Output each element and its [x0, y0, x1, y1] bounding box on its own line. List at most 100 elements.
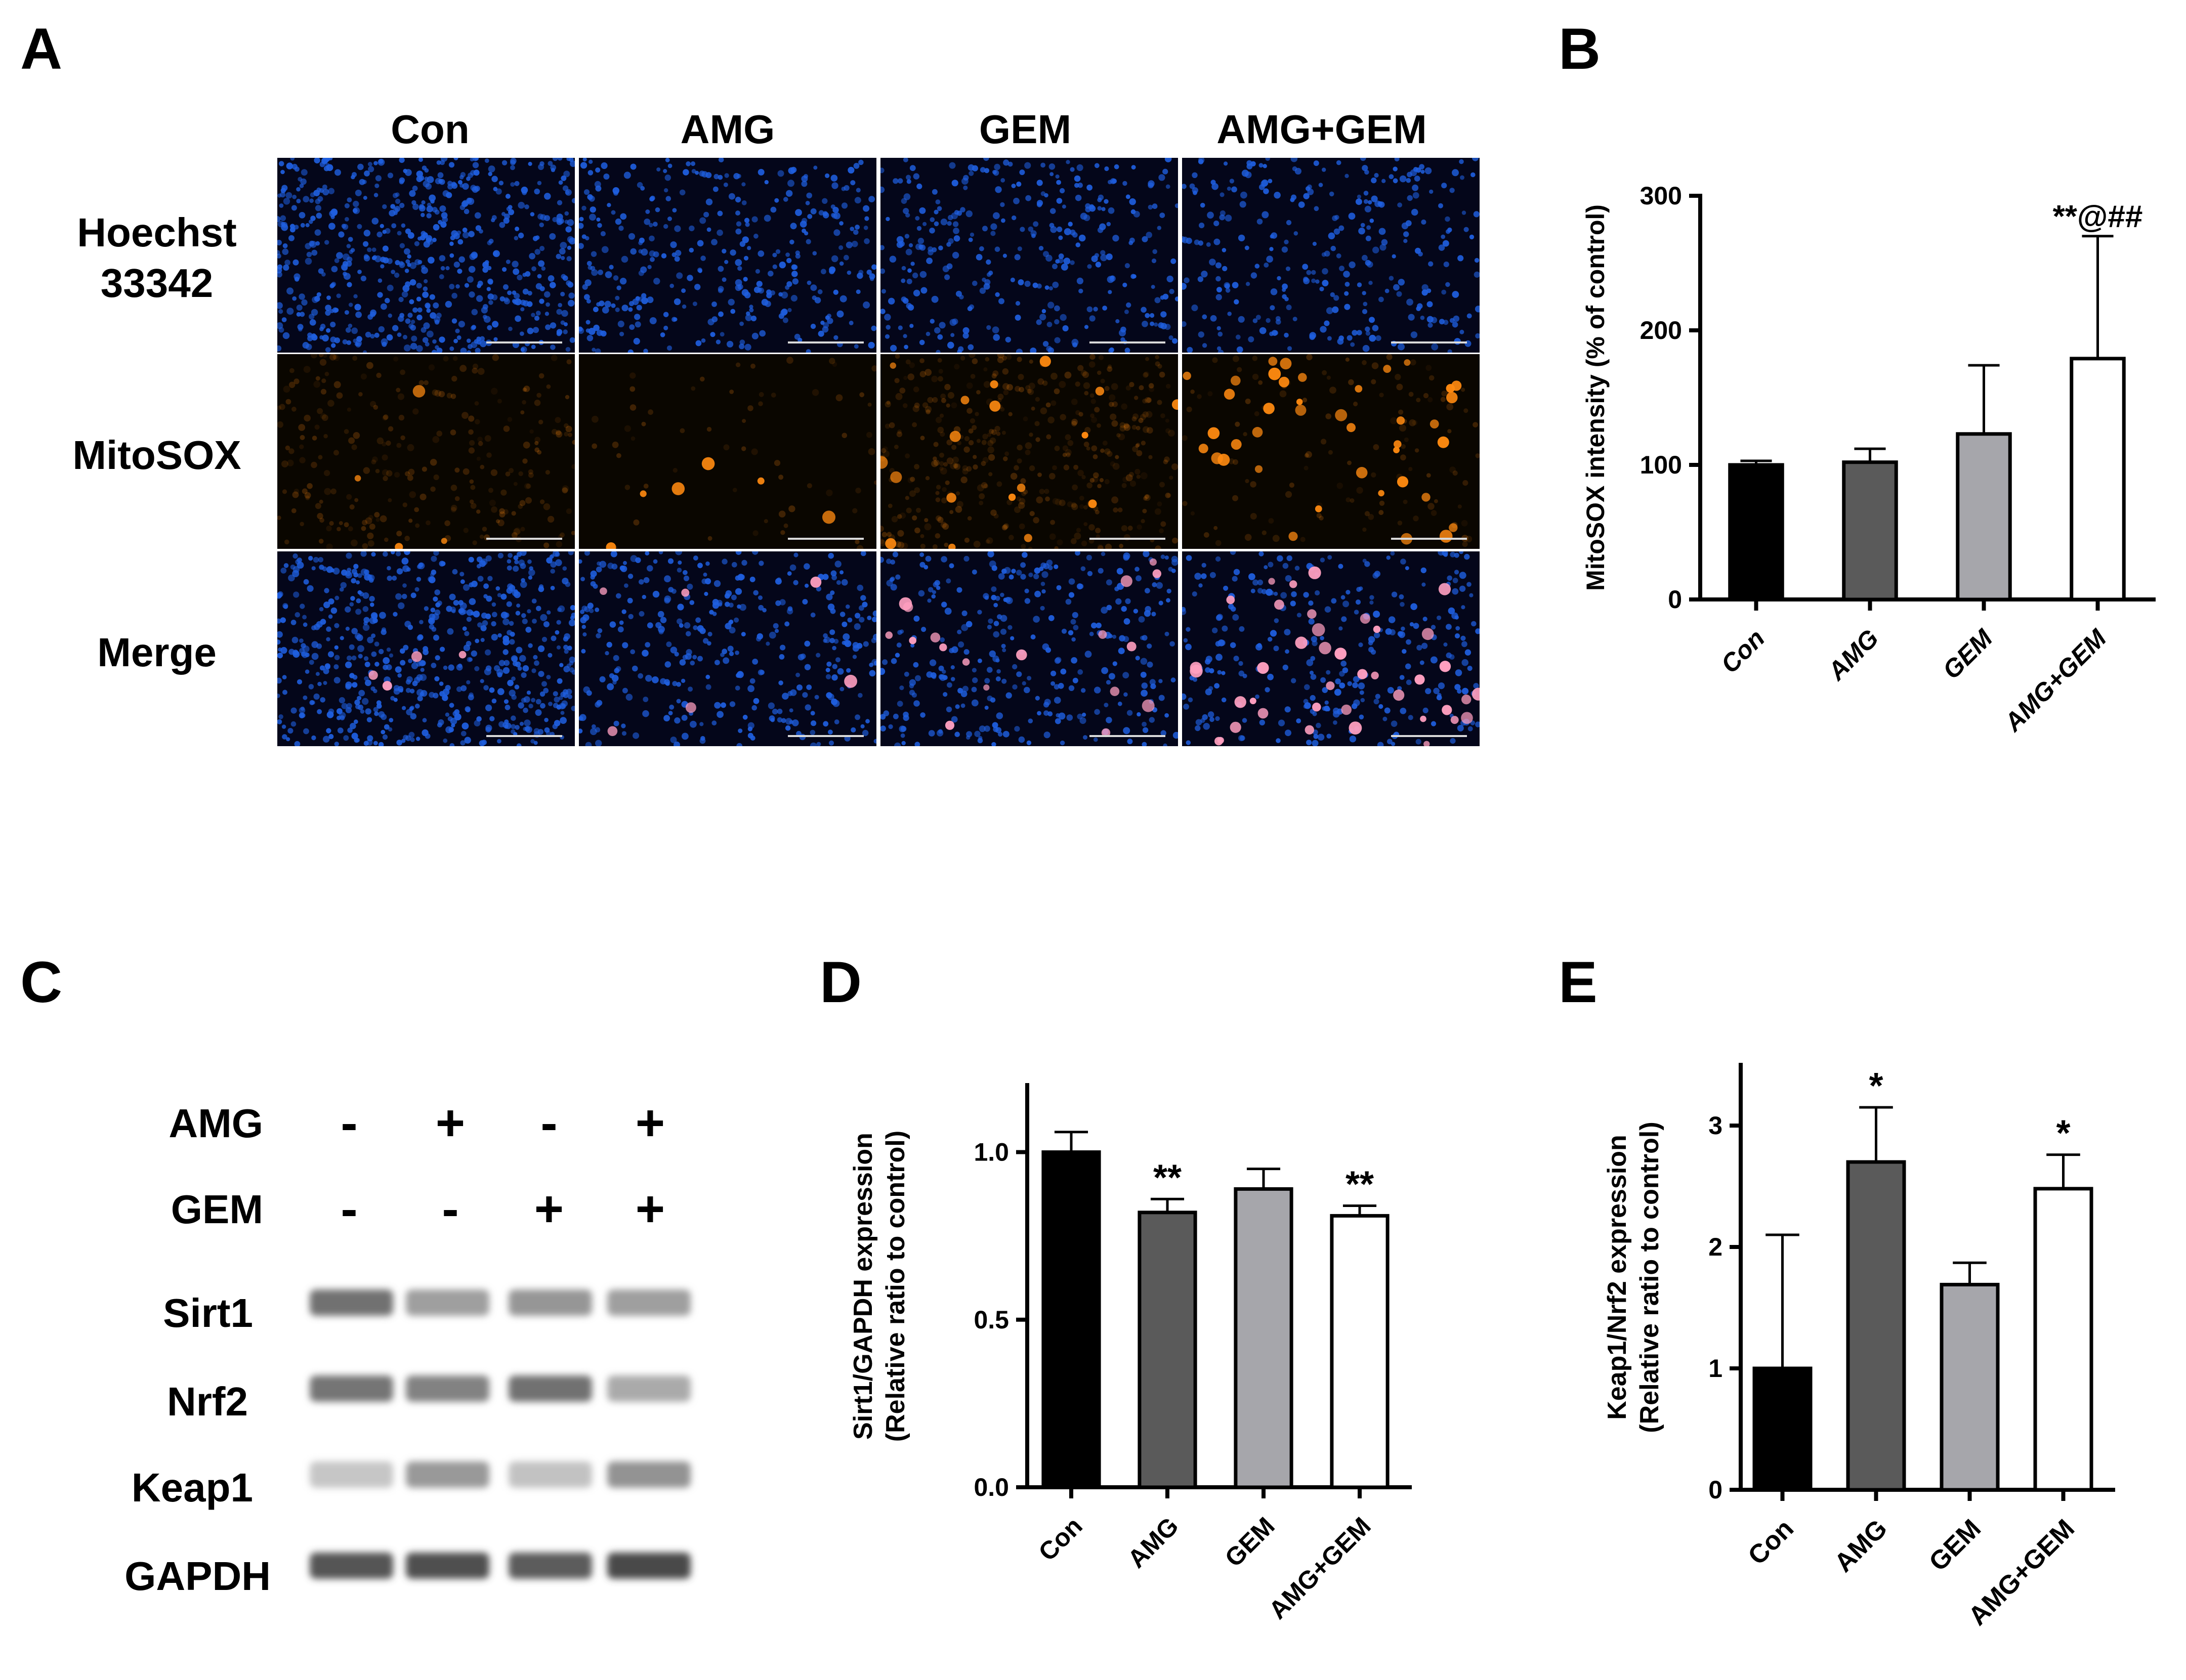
micrograph-orange-1: [277, 354, 575, 549]
y-axis-label-line1: Keap1/Nrf2 expression: [1603, 1135, 1632, 1420]
x-tick-label: GEM: [1220, 1512, 1280, 1572]
y-tick-label: 3: [1708, 1111, 1722, 1140]
y-axis-label-line2: (Relative ratio to control): [1635, 1122, 1664, 1433]
x-tick-label: Con: [1742, 1514, 1799, 1570]
micrograph-blue-3: [880, 158, 1178, 353]
band-label-sirt1: Sirt1: [163, 1290, 253, 1336]
y-tick-label: 1: [1708, 1354, 1722, 1383]
panel-label-b: B: [1559, 17, 1601, 81]
micrograph-orange-2: [579, 354, 876, 549]
bar-gem: [1956, 432, 2012, 601]
band-keap1-4: [607, 1461, 691, 1488]
micrograph-blue-1: [277, 158, 575, 353]
micrograph-merge-4: [1182, 551, 1480, 746]
scale-bar: [1089, 735, 1165, 737]
sign-gem-4: +: [635, 1181, 665, 1237]
x-tick-label: AMG: [1822, 624, 1884, 686]
x-tick-label: AMG+GEM: [1264, 1512, 1376, 1624]
column-header-amg: AMG: [680, 107, 775, 152]
row-header-hoechst: Hoechst 33342: [56, 207, 258, 309]
bar-amg: [1846, 1160, 1906, 1492]
band-gapdh-4: [607, 1553, 691, 1579]
bar-amg-gem: [2070, 357, 2126, 601]
sign-amg-2: +: [435, 1095, 466, 1151]
micrograph-blue-2: [579, 158, 876, 353]
micrograph-merge-3: [880, 551, 1178, 746]
panel-label-c: C: [20, 950, 63, 1015]
significance-label: **@##: [2053, 199, 2143, 234]
panel-label-a: A: [20, 17, 63, 81]
scale-bar: [1391, 538, 1467, 540]
band-sirt1-4: [607, 1289, 691, 1316]
scale-bar: [1089, 341, 1165, 343]
bar-amg-gem: [2033, 1187, 2093, 1492]
significance-label: *: [1869, 1066, 1883, 1106]
y-tick-label: 2: [1708, 1233, 1722, 1261]
scale-bar: [486, 538, 562, 540]
x-tick-label: GEM: [1937, 623, 1998, 684]
band-label-nrf2: Nrf2: [166, 1379, 248, 1424]
x-tick-label: Con: [1715, 624, 1770, 678]
band-gapdh-2: [406, 1553, 489, 1579]
significance-label: **: [1153, 1157, 1182, 1198]
sign-amg-1: -: [341, 1095, 358, 1151]
band-label-gapdh: GAPDH: [124, 1554, 271, 1599]
bar-con: [1728, 463, 1784, 601]
scale-bar: [1391, 341, 1467, 343]
sign-amg-4: +: [635, 1095, 665, 1151]
band-keap1-1: [310, 1461, 393, 1488]
x-tick-label: AMG+GEM: [1998, 623, 2113, 738]
band-keap1-2: [406, 1461, 489, 1488]
band-nrf2-2: [406, 1375, 489, 1402]
micrograph-merge-1: [277, 551, 575, 746]
x-tick-label: GEM: [1923, 1514, 1987, 1577]
scale-bar: [788, 341, 864, 343]
band-gapdh-1: [310, 1553, 393, 1579]
bar-amg: [1842, 460, 1898, 601]
band-sirt1-3: [509, 1289, 592, 1316]
row-header-hoechst-line2: 33342: [100, 261, 214, 306]
scale-bar: [788, 538, 864, 540]
band-nrf2-3: [509, 1375, 592, 1402]
band-sirt1-1: [310, 1289, 393, 1316]
column-header-gem: GEM: [979, 107, 1072, 152]
micrograph-orange-4: [1182, 354, 1480, 549]
row-header-mitosox: MitoSOX: [72, 433, 241, 478]
row-header-merge: Merge: [97, 630, 217, 675]
significance-label: **: [1346, 1165, 1374, 1205]
scale-bar: [486, 735, 562, 737]
y-tick-label: 0.0: [974, 1473, 1009, 1501]
micrograph-merge-2: [579, 551, 876, 746]
scale-bar: [788, 735, 864, 737]
x-tick-label: Con: [1033, 1512, 1087, 1566]
condition-label-amg: AMG: [169, 1101, 263, 1146]
bar-con: [1752, 1366, 1813, 1492]
scale-bar: [1089, 538, 1165, 540]
bar-con: [1041, 1150, 1101, 1489]
band-gapdh-3: [509, 1553, 592, 1579]
row-header-hoechst-line1: Hoechst: [77, 210, 237, 255]
sign-gem-1: -: [341, 1181, 358, 1237]
y-tick-label: 0: [1668, 585, 1682, 614]
panel-label-e: E: [1559, 950, 1598, 1015]
sign-gem-2: -: [442, 1181, 459, 1237]
band-keap1-3: [509, 1461, 592, 1488]
y-axis-label-line2: (Relative ratio to control): [881, 1131, 910, 1442]
y-tick-label: 0.5: [974, 1306, 1009, 1334]
bar-gem: [1234, 1187, 1293, 1489]
bar-amg-gem: [1330, 1214, 1390, 1489]
y-axis-label: MitoSOX intensity (% of control): [1581, 204, 1610, 591]
y-axis-label-line1: Sirt1/GAPDH expression: [849, 1133, 878, 1440]
band-nrf2-1: [310, 1375, 393, 1402]
chart-mitosox: 0 100 200 300 Con AMG GEM AMG+GEM **@## MitoSOX i…: [1581, 182, 2156, 738]
column-header-con: Con: [391, 107, 470, 152]
y-tick-label: 0: [1708, 1476, 1722, 1504]
column-header-amg-gem: AMG+GEM: [1216, 107, 1427, 152]
x-tick-label: AMG: [1829, 1514, 1893, 1578]
sign-gem-3: +: [534, 1181, 564, 1237]
band-nrf2-4: [607, 1375, 691, 1402]
micrograph-orange-3: [880, 354, 1178, 549]
bar-gem: [1940, 1282, 2000, 1492]
